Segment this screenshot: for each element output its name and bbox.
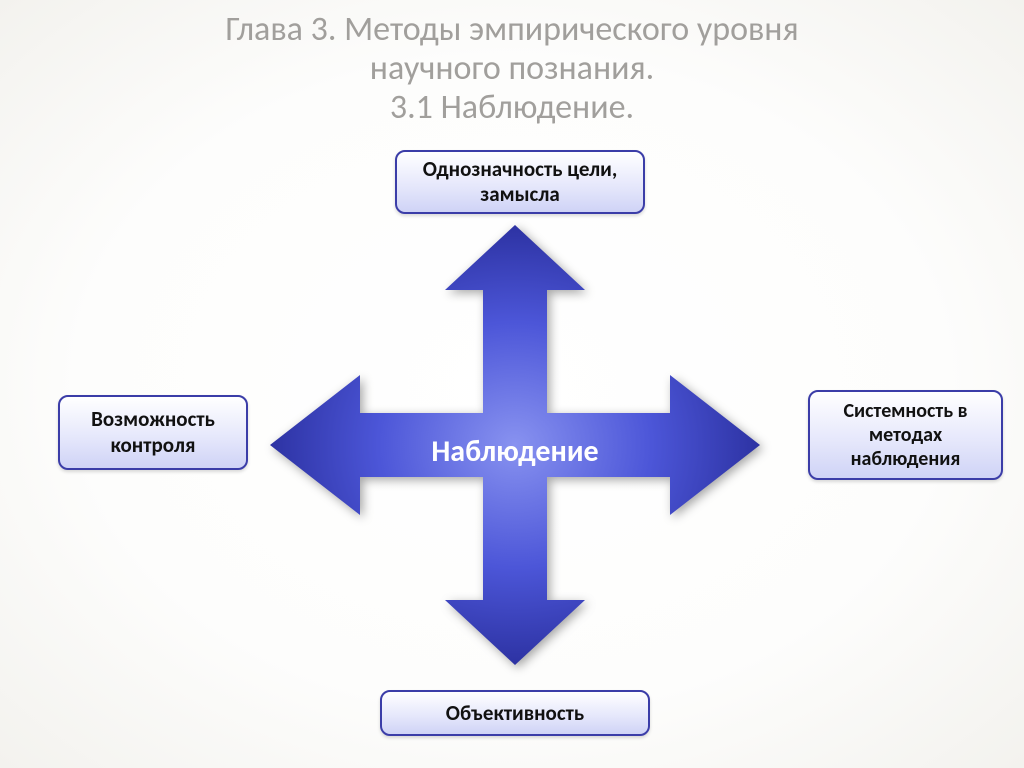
cross-arrow-icon	[270, 225, 760, 665]
box-left-text: Возможность контроля	[74, 407, 232, 457]
box-bottom: Объективность	[380, 690, 650, 736]
box-bottom-text: Объективность	[446, 700, 584, 726]
slide-title: Глава 3. Методы эмпирического уровня нау…	[0, 10, 1024, 127]
box-right-text: Системность в методах наблюдения	[824, 399, 987, 471]
box-top-text: Однозначность цели, замысла	[411, 157, 629, 207]
box-top: Однозначность цели, замысла	[395, 150, 645, 214]
title-line-1: Глава 3. Методы эмпирического уровня	[225, 9, 798, 50]
box-left: Возможность контроля	[58, 395, 248, 470]
slide: Глава 3. Методы эмпирического уровня нау…	[0, 0, 1024, 768]
title-line-3: 3.1 Наблюдение.	[390, 87, 634, 128]
box-right: Системность в методах наблюдения	[808, 390, 1003, 480]
title-line-2: научного познания.	[370, 48, 654, 89]
